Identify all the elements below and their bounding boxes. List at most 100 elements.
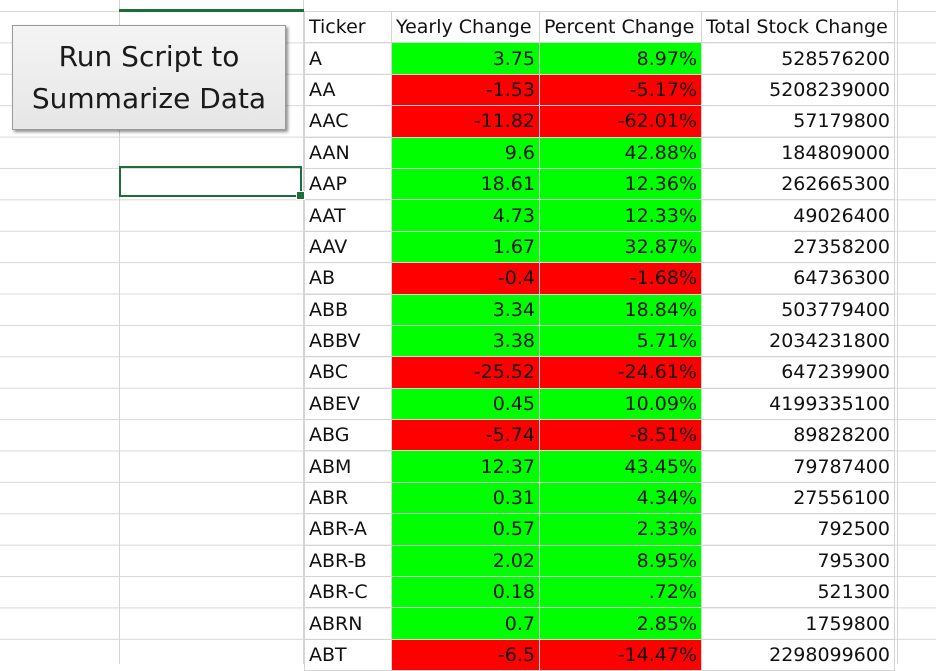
table-row: ABR-A 0.57 2.33% 792500 <box>304 513 895 546</box>
ticker-cell[interactable]: ABT <box>304 638 392 671</box>
yearly-change-cell[interactable]: -6.5 <box>391 638 540 671</box>
yearly-change-cell[interactable]: -1.53 <box>391 73 540 107</box>
ticker-cell[interactable]: AAC <box>304 105 392 138</box>
percent-change-cell[interactable]: 42.88% <box>539 136 702 169</box>
table-row: ABM 12.37 43.45% 79787400 <box>304 450 895 483</box>
selected-cell[interactable] <box>119 166 305 200</box>
yearly-change-cell[interactable]: 2.02 <box>391 544 540 578</box>
yearly-change-cell[interactable]: -11.82 <box>391 105 540 138</box>
yearly-change-cell[interactable]: -25.52 <box>391 356 540 389</box>
total-stock-change-cell[interactable]: 647239900 <box>701 356 895 389</box>
yearly-change-cell[interactable]: 0.18 <box>391 576 540 609</box>
header-percent-change[interactable]: Percent Change <box>539 10 702 44</box>
total-stock-change-cell[interactable]: 795300 <box>701 544 895 578</box>
yearly-change-cell[interactable]: 3.34 <box>391 293 540 326</box>
summary-table: Ticker Yearly Change Percent Change Tota… <box>304 10 895 671</box>
total-stock-change-cell[interactable]: 27556100 <box>701 481 895 515</box>
ticker-cell[interactable]: ABC <box>304 356 392 389</box>
ticker-cell[interactable]: ABG <box>304 419 392 452</box>
ticker-cell[interactable]: AAN <box>304 136 392 169</box>
percent-change-cell[interactable]: 2.33% <box>539 513 702 546</box>
total-stock-change-cell[interactable]: 528576200 <box>701 42 895 75</box>
table-row: ABR 0.31 4.34% 27556100 <box>304 481 895 515</box>
percent-change-cell[interactable]: 12.36% <box>539 167 702 201</box>
yearly-change-cell[interactable]: -5.74 <box>391 419 540 452</box>
ticker-cell[interactable]: AAP <box>304 167 392 201</box>
percent-change-cell[interactable]: -8.51% <box>539 419 702 452</box>
total-stock-change-cell[interactable]: 262665300 <box>701 167 895 201</box>
percent-change-cell[interactable]: -14.47% <box>539 638 702 671</box>
percent-change-cell[interactable]: 2.85% <box>539 607 702 640</box>
total-stock-change-cell[interactable]: 792500 <box>701 513 895 546</box>
header-total-stock-change[interactable]: Total Stock Change <box>701 10 895 44</box>
ticker-cell[interactable]: ABEV <box>304 387 392 421</box>
table-row: ABEV 0.45 10.09% 4199335100 <box>304 387 895 421</box>
table-row: AA -1.53 -5.17% 5208239000 <box>304 73 895 107</box>
total-stock-change-cell[interactable]: 49026400 <box>701 199 895 232</box>
total-stock-change-cell[interactable]: 5208239000 <box>701 73 895 107</box>
ticker-cell[interactable]: AB <box>304 262 392 295</box>
total-stock-change-cell[interactable]: 4199335100 <box>701 387 895 421</box>
yearly-change-cell[interactable]: -0.4 <box>391 262 540 295</box>
header-yearly-change[interactable]: Yearly Change <box>391 10 540 44</box>
percent-change-cell[interactable]: -1.68% <box>539 262 702 295</box>
percent-change-cell[interactable]: 18.84% <box>539 293 702 326</box>
ticker-cell[interactable]: AA <box>304 73 392 107</box>
percent-change-cell[interactable]: .72% <box>539 576 702 609</box>
table-row: ABBV 3.38 5.71% 2034231800 <box>304 324 895 358</box>
percent-change-cell[interactable]: -62.01% <box>539 105 702 138</box>
yearly-change-cell[interactable]: 4.73 <box>391 199 540 232</box>
total-stock-change-cell[interactable]: 521300 <box>701 576 895 609</box>
yearly-change-cell[interactable]: 12.37 <box>391 450 540 483</box>
yearly-change-cell[interactable]: 1.67 <box>391 230 540 264</box>
ticker-cell[interactable]: AAT <box>304 199 392 232</box>
selection-edge <box>119 9 304 12</box>
total-stock-change-cell[interactable]: 2034231800 <box>701 324 895 358</box>
total-stock-change-cell[interactable]: 89828200 <box>701 419 895 452</box>
yearly-change-cell[interactable]: 3.75 <box>391 42 540 75</box>
total-stock-change-cell[interactable]: 503779400 <box>701 293 895 326</box>
ticker-cell[interactable]: ABR <box>304 481 392 515</box>
percent-change-cell[interactable]: -5.17% <box>539 73 702 107</box>
ticker-cell[interactable]: ABB <box>304 293 392 326</box>
total-stock-change-cell[interactable]: 79787400 <box>701 450 895 483</box>
ticker-cell[interactable]: ABRN <box>304 607 392 640</box>
table-row: A 3.75 8.97% 528576200 <box>304 42 895 75</box>
ticker-cell[interactable]: A <box>304 42 392 75</box>
fill-handle[interactable] <box>296 191 305 200</box>
run-script-button-label: Run Script to Summarize Data <box>31 39 267 115</box>
yearly-change-cell[interactable]: 18.61 <box>391 167 540 201</box>
yearly-change-cell[interactable]: 0.7 <box>391 607 540 640</box>
ticker-cell[interactable]: AAV <box>304 230 392 264</box>
ticker-cell[interactable]: ABR-A <box>304 513 392 546</box>
run-script-button[interactable]: Run Script to Summarize Data <box>12 25 286 130</box>
ticker-cell[interactable]: ABR-C <box>304 576 392 609</box>
yearly-change-cell[interactable]: 3.38 <box>391 324 540 358</box>
total-stock-change-cell[interactable]: 2298099600 <box>701 638 895 671</box>
table-row: AAC -11.82 -62.01% 57179800 <box>304 105 895 138</box>
ticker-cell[interactable]: ABR-B <box>304 544 392 578</box>
percent-change-cell[interactable]: 43.45% <box>539 450 702 483</box>
column-divider <box>897 0 898 664</box>
percent-change-cell[interactable]: 32.87% <box>539 230 702 264</box>
total-stock-change-cell[interactable]: 1759800 <box>701 607 895 640</box>
yearly-change-cell[interactable]: 9.6 <box>391 136 540 169</box>
header-ticker[interactable]: Ticker <box>304 10 392 44</box>
percent-change-cell[interactable]: 10.09% <box>539 387 702 421</box>
total-stock-change-cell[interactable]: 27358200 <box>701 230 895 264</box>
yearly-change-cell[interactable]: 0.31 <box>391 481 540 515</box>
percent-change-cell[interactable]: 12.33% <box>539 199 702 232</box>
percent-change-cell[interactable]: 5.71% <box>539 324 702 358</box>
total-stock-change-cell[interactable]: 57179800 <box>701 105 895 138</box>
table-row: AB -0.4 -1.68% 64736300 <box>304 262 895 295</box>
percent-change-cell[interactable]: -24.61% <box>539 356 702 389</box>
ticker-cell[interactable]: ABBV <box>304 324 392 358</box>
ticker-cell[interactable]: ABM <box>304 450 392 483</box>
percent-change-cell[interactable]: 8.95% <box>539 544 702 578</box>
yearly-change-cell[interactable]: 0.57 <box>391 513 540 546</box>
total-stock-change-cell[interactable]: 64736300 <box>701 262 895 295</box>
percent-change-cell[interactable]: 4.34% <box>539 481 702 515</box>
yearly-change-cell[interactable]: 0.45 <box>391 387 540 421</box>
percent-change-cell[interactable]: 8.97% <box>539 42 702 75</box>
total-stock-change-cell[interactable]: 184809000 <box>701 136 895 169</box>
